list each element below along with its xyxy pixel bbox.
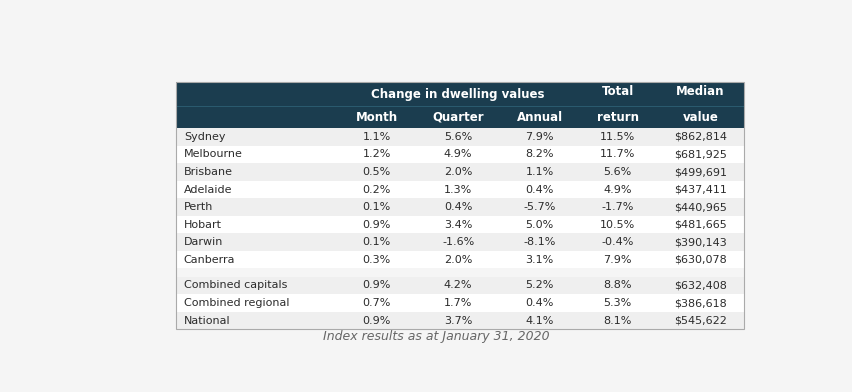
Text: 0.9%: 0.9% <box>363 220 391 230</box>
Text: Change in dwelling values: Change in dwelling values <box>371 88 545 101</box>
Text: 8.1%: 8.1% <box>603 316 632 325</box>
Text: 1.2%: 1.2% <box>363 149 391 160</box>
Text: Index results as at January 31, 2020: Index results as at January 31, 2020 <box>324 330 550 343</box>
Text: 0.3%: 0.3% <box>363 254 391 265</box>
Text: 3.4%: 3.4% <box>444 220 472 230</box>
Text: 0.2%: 0.2% <box>363 185 391 194</box>
Text: Sydney: Sydney <box>184 132 225 142</box>
Bar <box>176 268 744 277</box>
Text: $499,691: $499,691 <box>674 167 727 177</box>
Text: 7.9%: 7.9% <box>526 132 554 142</box>
Text: 4.2%: 4.2% <box>444 281 472 290</box>
Text: 0.4%: 0.4% <box>526 298 554 308</box>
Text: $681,925: $681,925 <box>674 149 727 160</box>
Bar <box>176 294 744 312</box>
Text: Darwin: Darwin <box>184 237 223 247</box>
Bar <box>176 128 744 146</box>
Text: 4.9%: 4.9% <box>603 185 632 194</box>
Bar <box>176 107 744 128</box>
Bar <box>176 82 744 107</box>
Text: 10.5%: 10.5% <box>600 220 636 230</box>
Bar <box>176 198 744 216</box>
Bar <box>176 181 744 198</box>
Text: -0.4%: -0.4% <box>602 237 634 247</box>
Text: $437,411: $437,411 <box>674 185 727 194</box>
Text: 5.6%: 5.6% <box>603 167 632 177</box>
Text: $630,078: $630,078 <box>674 254 727 265</box>
Text: 3.1%: 3.1% <box>526 254 554 265</box>
Text: 3.7%: 3.7% <box>444 316 472 325</box>
Text: 11.7%: 11.7% <box>600 149 636 160</box>
Text: 4.9%: 4.9% <box>444 149 472 160</box>
Text: Hobart: Hobart <box>184 220 222 230</box>
Text: 0.9%: 0.9% <box>363 316 391 325</box>
Text: -5.7%: -5.7% <box>523 202 556 212</box>
Text: 1.1%: 1.1% <box>526 167 554 177</box>
Bar <box>176 82 744 329</box>
Bar <box>176 216 744 233</box>
Bar <box>176 251 744 268</box>
Text: 2.0%: 2.0% <box>444 167 472 177</box>
Text: 7.9%: 7.9% <box>603 254 632 265</box>
Text: 5.2%: 5.2% <box>526 281 554 290</box>
Text: Melbourne: Melbourne <box>184 149 243 160</box>
Text: -1.7%: -1.7% <box>602 202 634 212</box>
Text: $386,618: $386,618 <box>674 298 727 308</box>
Text: 0.7%: 0.7% <box>363 298 391 308</box>
Text: 5.3%: 5.3% <box>603 298 632 308</box>
Text: 0.9%: 0.9% <box>363 281 391 290</box>
Text: 1.3%: 1.3% <box>444 185 472 194</box>
Text: National: National <box>184 316 230 325</box>
Text: value: value <box>682 111 718 124</box>
Text: Brisbane: Brisbane <box>184 167 233 177</box>
Text: Combined capitals: Combined capitals <box>184 281 287 290</box>
Text: $545,622: $545,622 <box>674 316 727 325</box>
Bar <box>176 233 744 251</box>
Text: 11.5%: 11.5% <box>600 132 636 142</box>
Text: 8.2%: 8.2% <box>526 149 554 160</box>
Bar <box>176 312 744 329</box>
Text: $390,143: $390,143 <box>674 237 727 247</box>
Text: Total: Total <box>602 85 634 98</box>
Bar <box>176 163 744 181</box>
Text: Adelaide: Adelaide <box>184 185 233 194</box>
Text: 5.6%: 5.6% <box>444 132 472 142</box>
Text: -1.6%: -1.6% <box>442 237 475 247</box>
Text: 0.4%: 0.4% <box>444 202 472 212</box>
Text: 4.1%: 4.1% <box>526 316 554 325</box>
Text: 0.4%: 0.4% <box>526 185 554 194</box>
Text: Canberra: Canberra <box>184 254 235 265</box>
Text: Month: Month <box>356 111 398 124</box>
Text: 0.5%: 0.5% <box>363 167 391 177</box>
Bar <box>176 105 744 107</box>
Text: 0.1%: 0.1% <box>363 202 391 212</box>
Text: 5.0%: 5.0% <box>526 220 554 230</box>
Text: 1.7%: 1.7% <box>444 298 472 308</box>
Text: return: return <box>596 111 639 124</box>
Text: 1.1%: 1.1% <box>363 132 391 142</box>
Text: Perth: Perth <box>184 202 213 212</box>
Text: $440,965: $440,965 <box>674 202 727 212</box>
Text: $862,814: $862,814 <box>674 132 727 142</box>
Text: 0.1%: 0.1% <box>363 237 391 247</box>
Text: 2.0%: 2.0% <box>444 254 472 265</box>
Text: Annual: Annual <box>516 111 562 124</box>
Text: Combined regional: Combined regional <box>184 298 290 308</box>
Text: -8.1%: -8.1% <box>523 237 556 247</box>
Bar <box>176 146 744 163</box>
Text: 8.8%: 8.8% <box>603 281 632 290</box>
Text: Median: Median <box>676 85 725 98</box>
Text: $481,665: $481,665 <box>674 220 727 230</box>
Text: $632,408: $632,408 <box>674 281 727 290</box>
Bar <box>176 277 744 294</box>
Text: Quarter: Quarter <box>432 111 484 124</box>
